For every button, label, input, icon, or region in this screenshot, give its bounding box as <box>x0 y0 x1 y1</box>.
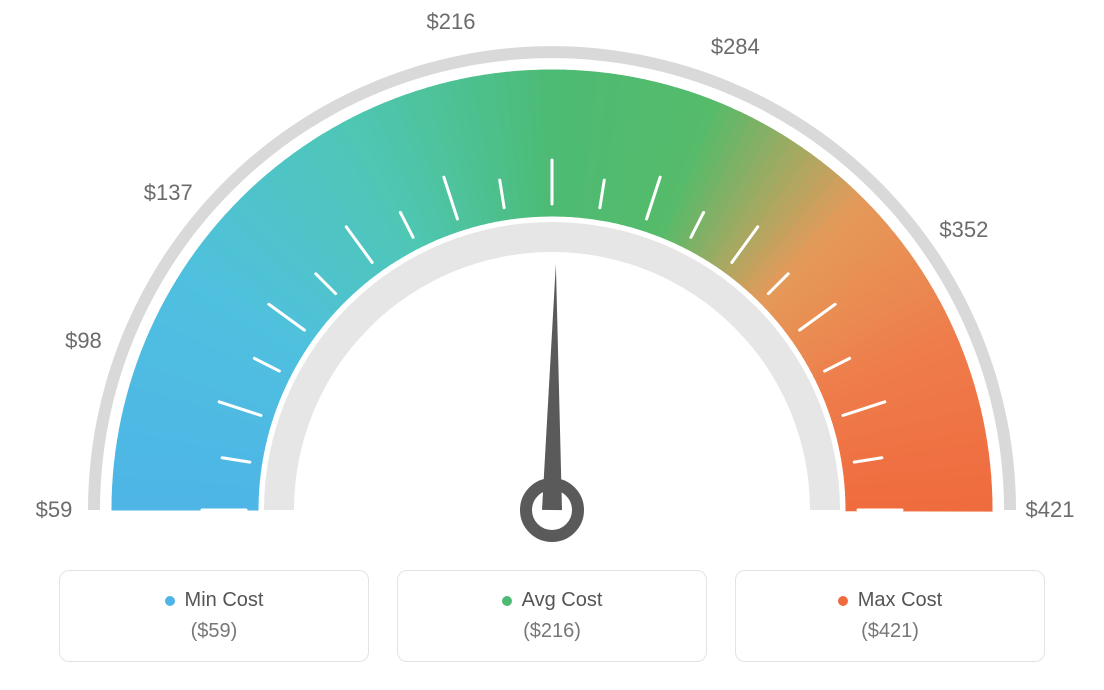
gauge-tick-label: $421 <box>1026 497 1075 523</box>
cost-gauge: $59 $98 $137 $216 $284 $352 $421 <box>0 0 1104 560</box>
legend-value: ($216) <box>523 620 581 643</box>
gauge-svg <box>0 0 1104 560</box>
dot-icon <box>165 596 175 606</box>
gauge-tick-label: $137 <box>144 180 193 206</box>
legend-value: ($59) <box>191 620 238 643</box>
legend-title-max: Max Cost <box>838 589 942 612</box>
gauge-tick-label: $98 <box>65 328 102 354</box>
legend-label: Avg Cost <box>522 589 603 612</box>
legend-card-max: Max Cost ($421) <box>735 570 1045 662</box>
legend-title-min: Min Cost <box>165 589 264 612</box>
gauge-tick-label: $352 <box>939 217 988 243</box>
gauge-tick-label: $216 <box>427 9 476 35</box>
legend-label: Min Cost <box>185 589 264 612</box>
legend-row: Min Cost ($59) Avg Cost ($216) Max Cost … <box>0 570 1104 662</box>
legend-card-min: Min Cost ($59) <box>59 570 369 662</box>
legend-label: Max Cost <box>858 589 942 612</box>
legend-card-avg: Avg Cost ($216) <box>397 570 707 662</box>
legend-title-avg: Avg Cost <box>502 589 603 612</box>
legend-value: ($421) <box>861 620 919 643</box>
dot-icon <box>502 596 512 606</box>
dot-icon <box>838 596 848 606</box>
gauge-tick-label: $284 <box>711 34 760 60</box>
gauge-tick-label: $59 <box>36 497 73 523</box>
